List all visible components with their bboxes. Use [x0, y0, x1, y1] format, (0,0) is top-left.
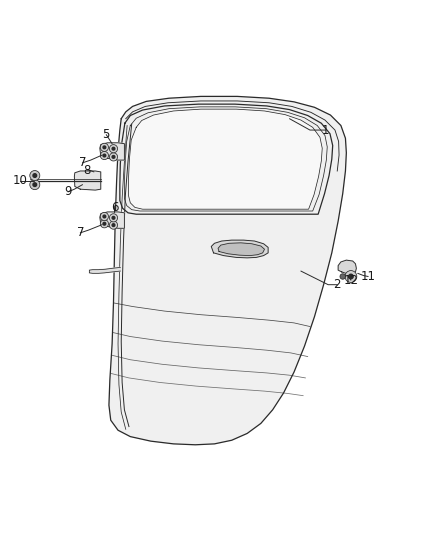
Circle shape: [30, 180, 40, 190]
Circle shape: [103, 222, 106, 225]
Circle shape: [110, 153, 117, 161]
Polygon shape: [338, 260, 357, 274]
Polygon shape: [218, 243, 265, 256]
Polygon shape: [74, 171, 101, 190]
Text: 6: 6: [111, 201, 118, 214]
Polygon shape: [100, 212, 124, 228]
Circle shape: [103, 215, 106, 218]
Text: 7: 7: [79, 156, 86, 169]
Text: 8: 8: [83, 164, 91, 176]
Circle shape: [345, 271, 357, 282]
Text: 5: 5: [102, 128, 110, 141]
Text: 9: 9: [64, 185, 72, 198]
Text: 7: 7: [77, 227, 84, 239]
Circle shape: [340, 274, 346, 279]
Circle shape: [30, 171, 40, 181]
Circle shape: [103, 146, 106, 149]
Circle shape: [100, 212, 109, 221]
Polygon shape: [128, 109, 322, 209]
Text: 2: 2: [333, 278, 341, 291]
Text: 11: 11: [360, 270, 376, 283]
Circle shape: [112, 216, 115, 219]
Polygon shape: [211, 240, 268, 258]
Text: 1: 1: [322, 124, 330, 136]
Circle shape: [100, 143, 109, 151]
Circle shape: [112, 224, 115, 227]
Circle shape: [33, 174, 37, 177]
Text: 12: 12: [343, 273, 358, 287]
Polygon shape: [109, 96, 346, 445]
Circle shape: [349, 274, 353, 279]
Circle shape: [103, 154, 106, 157]
Circle shape: [110, 214, 117, 222]
Circle shape: [100, 151, 109, 159]
Text: 10: 10: [12, 174, 27, 188]
Circle shape: [100, 220, 109, 228]
Circle shape: [110, 144, 117, 153]
Circle shape: [112, 147, 115, 150]
Circle shape: [33, 183, 37, 187]
Polygon shape: [100, 143, 124, 160]
Polygon shape: [89, 268, 120, 273]
Circle shape: [112, 156, 115, 158]
Circle shape: [110, 221, 117, 229]
